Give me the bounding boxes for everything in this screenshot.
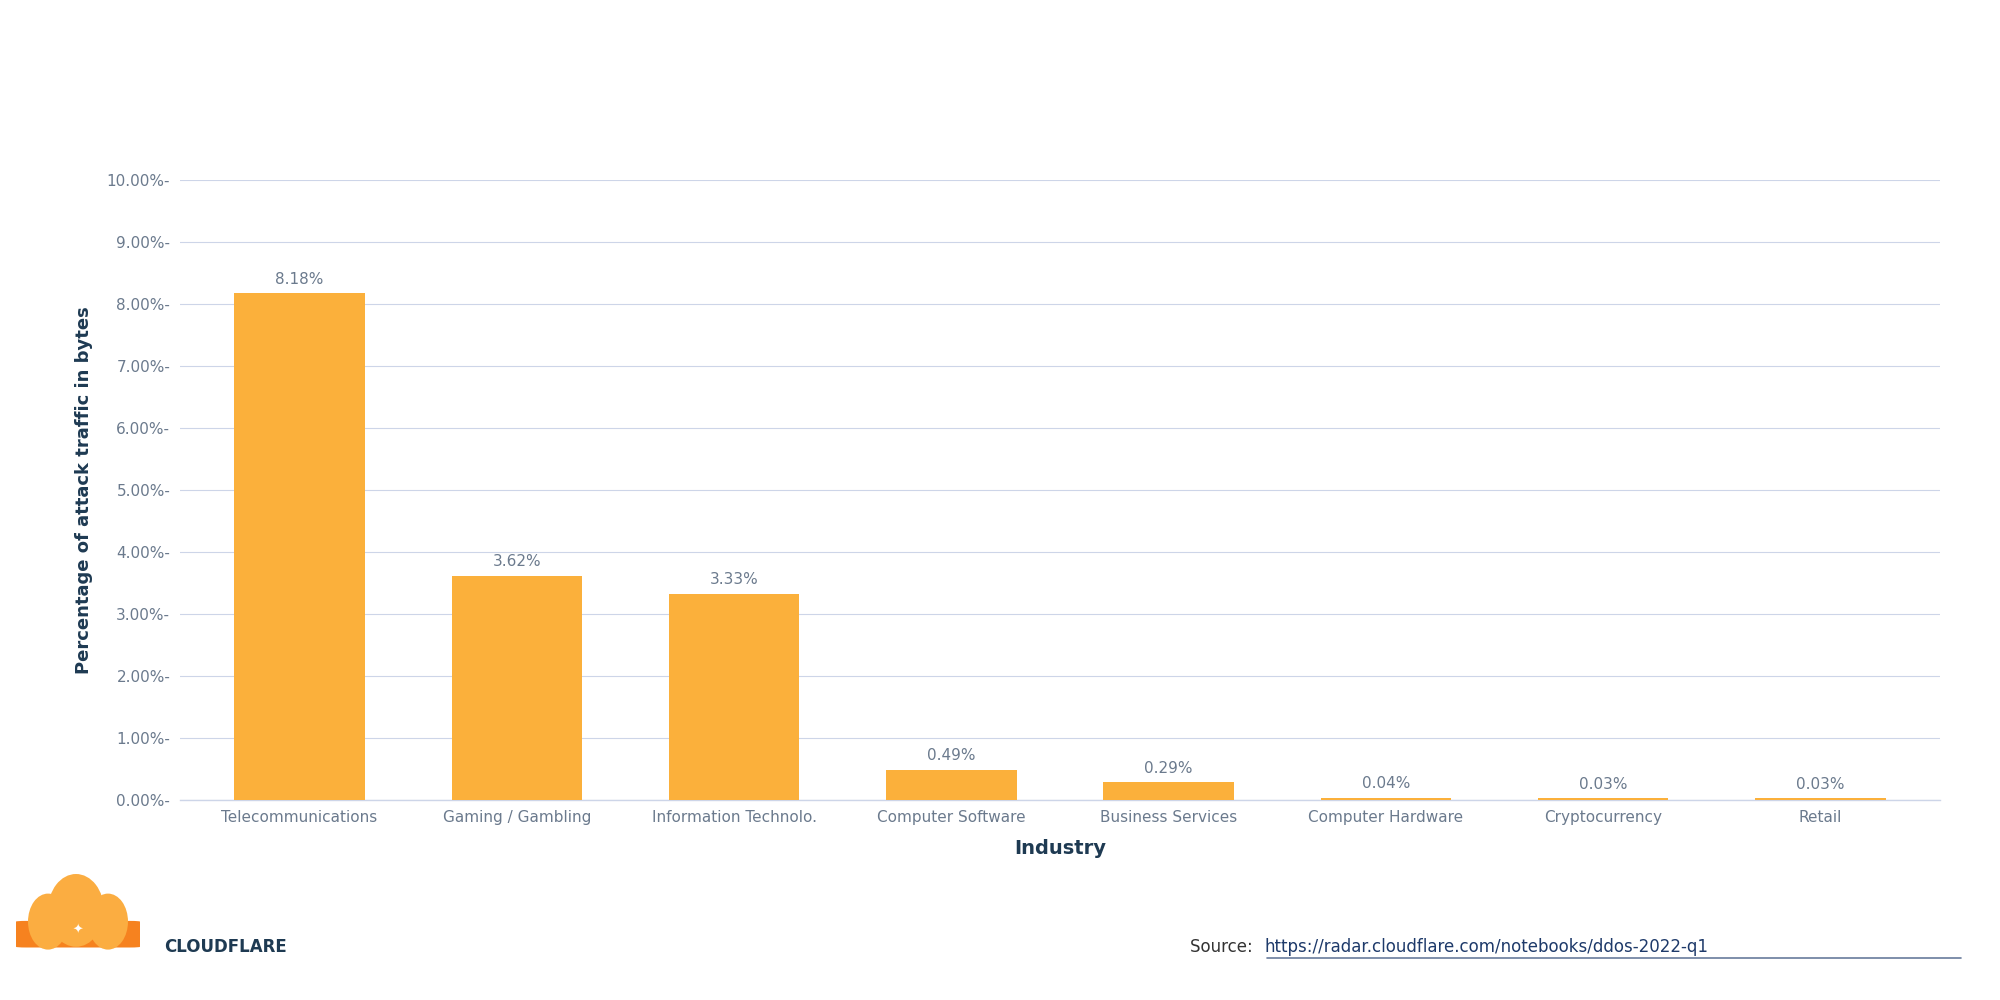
Text: 3.62%: 3.62% (492, 554, 542, 569)
Bar (886, 770, 1016, 800)
Bar (668, 594, 800, 800)
Text: ✦: ✦ (72, 924, 84, 936)
Y-axis label: Percentage of attack traffic in bytes: Percentage of attack traffic in bytes (74, 306, 92, 674)
Text: 3.33%: 3.33% (710, 572, 758, 587)
Text: Source:: Source: (1190, 938, 1258, 956)
Text: CLOUDFLARE: CLOUDFLARE (164, 938, 286, 956)
Text: https://radar.cloudflare.com/notebooks/ddos-2022-q1: https://radar.cloudflare.com/notebooks/d… (1264, 938, 1708, 956)
Bar (234, 293, 364, 800)
FancyBboxPatch shape (16, 921, 140, 948)
Ellipse shape (48, 874, 104, 947)
X-axis label: Industry: Industry (1014, 839, 1106, 858)
Text: 0.49%: 0.49% (928, 748, 976, 763)
Text: 8.18%: 8.18% (276, 272, 324, 287)
Ellipse shape (28, 894, 68, 950)
Text: Network-Layer DDoS Attacks - Distribution of bytes by industry: Network-Layer DDoS Attacks - Distributio… (44, 59, 1240, 92)
Bar (1756, 798, 1886, 800)
Bar (1320, 798, 1452, 800)
Text: 0.29%: 0.29% (1144, 761, 1192, 776)
Text: 0.04%: 0.04% (1362, 776, 1410, 791)
Bar (1104, 782, 1234, 800)
Bar (1538, 798, 1668, 800)
Text: 0.03%: 0.03% (1578, 777, 1628, 792)
Ellipse shape (88, 894, 128, 950)
Text: 0.03%: 0.03% (1796, 777, 1844, 792)
Bar (452, 576, 582, 800)
